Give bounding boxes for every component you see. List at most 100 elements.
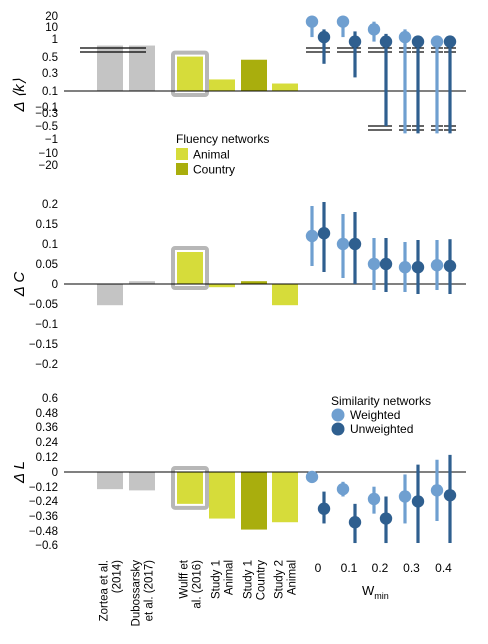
y-tick-label: 0.3 bbox=[42, 68, 58, 80]
fluency-legend: Fluency networks Animal Country bbox=[176, 132, 269, 177]
weighted-point bbox=[336, 482, 350, 496]
y-tick-label: −0.1 bbox=[35, 319, 58, 331]
y-tick-label: 0.2 bbox=[42, 199, 58, 211]
y-tick-label: 0.24 bbox=[36, 437, 59, 449]
weighted-point bbox=[367, 492, 381, 506]
legend-label-country: Country bbox=[193, 163, 235, 177]
y-tick-label: −0.2 bbox=[35, 359, 58, 371]
unweighted-point bbox=[348, 35, 362, 48]
y-tick-label: 0.1 bbox=[42, 86, 58, 98]
bar bbox=[241, 472, 267, 530]
weighted-point bbox=[336, 15, 350, 28]
bar bbox=[97, 45, 123, 91]
weighted-point bbox=[305, 15, 319, 28]
y-tick-label: 10 bbox=[45, 22, 58, 34]
wmin-tick-label: 0.2 bbox=[372, 561, 389, 575]
unweighted-point bbox=[411, 495, 425, 508]
bar bbox=[177, 252, 203, 284]
bar bbox=[241, 281, 267, 284]
unweighted-point bbox=[379, 512, 393, 525]
weighted-point bbox=[430, 484, 444, 497]
weighted-point bbox=[367, 23, 381, 36]
weighted-point bbox=[398, 490, 412, 503]
study-label: et al. (2017) bbox=[144, 560, 156, 622]
bar bbox=[97, 284, 123, 306]
weighted-point bbox=[430, 35, 444, 48]
bar bbox=[209, 79, 235, 91]
similarity-legend-title: Similarity networks bbox=[331, 394, 431, 408]
y-tick-label: 0.48 bbox=[36, 408, 58, 420]
wmin-tick-label: 0 bbox=[315, 561, 322, 575]
y-axis-label: Δ ⟨k⟩ bbox=[11, 78, 28, 112]
unweighted-point bbox=[317, 227, 331, 240]
study-label: Study 2 bbox=[274, 560, 286, 599]
y-tick-label: −20 bbox=[38, 160, 58, 172]
bar bbox=[129, 45, 155, 91]
legend-swatch-country bbox=[176, 163, 188, 175]
y-tick-label: 20 bbox=[45, 11, 58, 23]
y-tick-label: 0.6 bbox=[42, 393, 58, 405]
wmin-tick-label: 0.3 bbox=[403, 561, 420, 575]
panel-3: Δ L 0.6 0.48 0.36 0.24 0.12 0 −0.12 −0.24 −0.36 −0… bbox=[11, 393, 466, 552]
bar bbox=[209, 284, 235, 288]
study-label: Dubossarsky bbox=[131, 560, 143, 627]
weighted-point bbox=[398, 30, 412, 44]
study-label: Animal bbox=[287, 560, 299, 595]
legend-label-unweighted: Unweighted bbox=[350, 422, 413, 436]
unweighted-point bbox=[443, 259, 457, 273]
wmin-axis: Wmin 0 0.1 0.2 0.3 0.4 bbox=[315, 561, 453, 601]
fluency-legend-title: Fluency networks bbox=[176, 132, 269, 146]
study-label: Zortea et al. bbox=[99, 560, 111, 621]
study-labels: Zortea et al. (2014) Dubossarsky et al. (20… bbox=[99, 559, 299, 626]
y-tick-label: −0.05 bbox=[29, 299, 58, 311]
bar bbox=[177, 56, 203, 91]
y-tick-label: 0 bbox=[52, 279, 58, 291]
weighted-point bbox=[367, 257, 381, 271]
y-tick-label: −0.48 bbox=[29, 526, 58, 538]
wmin-tick-label: 0.4 bbox=[435, 561, 452, 575]
unweighted-point bbox=[317, 30, 331, 44]
unweighted-point bbox=[443, 489, 457, 502]
weighted-point bbox=[305, 470, 319, 484]
y-tick-label: 0.15 bbox=[36, 219, 58, 231]
bar bbox=[272, 83, 298, 91]
y-tick-label: 0.05 bbox=[36, 259, 58, 271]
y-tick-label: −1 bbox=[45, 134, 58, 146]
unweighted-point bbox=[379, 35, 393, 48]
study-label: Wulff et bbox=[179, 559, 191, 598]
y-tick-label: 0.36 bbox=[36, 422, 58, 434]
y-axis-label: Δ C bbox=[11, 272, 28, 298]
y-tick-label: −0.24 bbox=[29, 496, 59, 508]
y-tick-label: −0.12 bbox=[29, 482, 58, 494]
y-tick-label: 0.1 bbox=[42, 239, 58, 251]
study-label: Animal bbox=[224, 560, 236, 595]
y-tick-label: −0.1 bbox=[35, 102, 58, 114]
bar bbox=[129, 281, 155, 284]
unweighted-point bbox=[379, 257, 393, 271]
y-axis-label: Δ L bbox=[11, 461, 28, 484]
y-tick-label: 0 bbox=[52, 467, 58, 479]
wulff-frame bbox=[171, 466, 209, 510]
study-label: Study 1 bbox=[243, 560, 255, 599]
weighted-point bbox=[430, 259, 444, 272]
study-label: (2014) bbox=[112, 560, 124, 593]
panel-2: Δ C 0.2 0.15 0.1 0.05 0 −0.05 −0.1 −0.15 −0.2 bbox=[11, 199, 466, 371]
study-label: Country bbox=[256, 560, 268, 601]
unweighted-point bbox=[411, 261, 425, 274]
wmin-label: Wmin bbox=[362, 583, 389, 601]
bar bbox=[241, 59, 267, 91]
legend-label-weighted: Weighted bbox=[350, 408, 400, 422]
bar bbox=[97, 472, 123, 490]
weighted-point bbox=[305, 229, 319, 243]
study-label: al. (2016) bbox=[192, 560, 204, 609]
y-tick-label: 0.5 bbox=[42, 52, 58, 64]
bar bbox=[272, 284, 298, 306]
unweighted-point bbox=[443, 35, 457, 48]
y-tick-label: −0.6 bbox=[35, 540, 58, 552]
legend-label-animal: Animal bbox=[193, 148, 230, 162]
unweighted-point bbox=[348, 516, 362, 529]
y-tick-label: −0.3 bbox=[35, 108, 58, 120]
bar bbox=[272, 472, 298, 523]
